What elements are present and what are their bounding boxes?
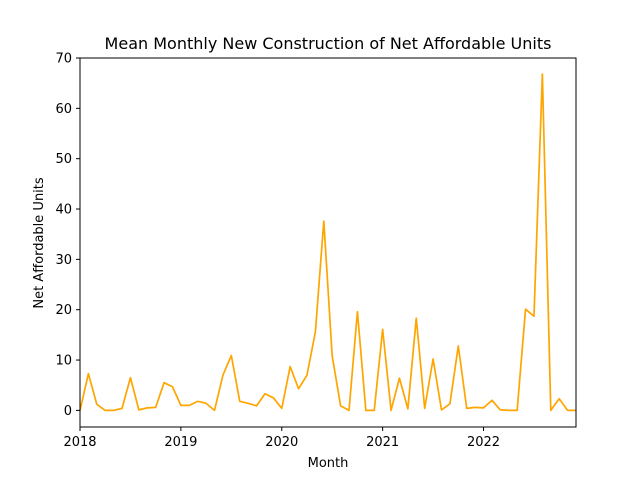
y-tick-label: 10 bbox=[55, 354, 72, 369]
x-axis: 2018 2019 2020 2021 2022 bbox=[63, 427, 500, 450]
y-tick-label: 70 bbox=[55, 52, 72, 67]
x-tick-label: 2018 bbox=[63, 435, 96, 450]
y-tick-label: 60 bbox=[55, 102, 72, 117]
x-tick-label: 2022 bbox=[467, 435, 500, 450]
y-tick-label: 40 bbox=[55, 203, 72, 218]
y-tick-label: 20 bbox=[55, 303, 72, 318]
y-axis: 0 10 20 30 40 50 60 70 bbox=[55, 52, 80, 419]
y-tick-label: 30 bbox=[55, 253, 72, 268]
x-tick-label: 2021 bbox=[366, 435, 399, 450]
x-axis-label: Month bbox=[308, 456, 349, 471]
y-axis-label: Net Affordable Units bbox=[32, 177, 47, 309]
x-tick-label: 2019 bbox=[164, 435, 197, 450]
series-line bbox=[79, 73, 576, 412]
y-tick-label: 50 bbox=[55, 152, 72, 167]
axes-frame bbox=[79, 57, 577, 428]
y-tick-label: 0 bbox=[64, 404, 72, 419]
x-tick-label: 2020 bbox=[265, 435, 298, 450]
chart-title: Mean Monthly New Construction of Net Aff… bbox=[105, 34, 552, 53]
